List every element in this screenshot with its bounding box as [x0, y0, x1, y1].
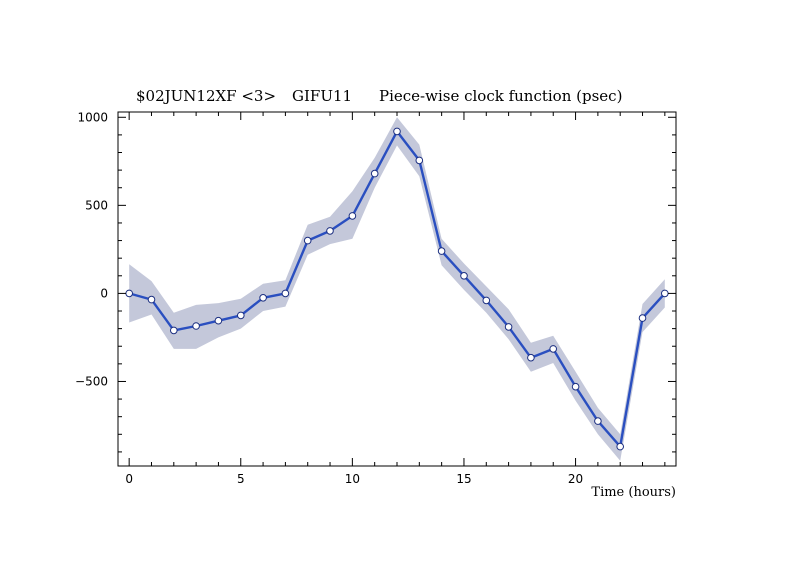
y-tick-label: 500: [85, 198, 108, 212]
x-tick-label: 5: [237, 472, 245, 486]
data-point: [527, 353, 535, 362]
series-line-layer: [128, 130, 666, 448]
data-point: [281, 289, 290, 298]
data-point: [348, 212, 357, 220]
data-point: [571, 382, 580, 391]
x-tick-label: 15: [456, 472, 471, 486]
y-tick-label: −500: [75, 374, 108, 388]
data-point: [549, 345, 558, 353]
data-point: [303, 236, 312, 245]
chart-title-station: GIFU11: [292, 87, 352, 105]
data-point: [415, 156, 424, 165]
data-point: [192, 322, 200, 330]
data-point: [370, 169, 379, 178]
data-point: [460, 272, 468, 280]
data-point: [482, 296, 491, 305]
series-line: [128, 130, 666, 448]
data-point: [259, 294, 267, 302]
data-point: [326, 227, 334, 235]
y-tick-label: 0: [100, 286, 108, 300]
x-tick-label: 20: [568, 472, 583, 486]
uncertainty-band: [129, 117, 665, 461]
data-point-layer: [125, 127, 669, 451]
data-point: [147, 295, 156, 304]
x-tick-label: 0: [125, 472, 133, 486]
data-point: [125, 289, 133, 298]
y-tick-label: 1000: [77, 110, 108, 124]
chart-title-source: $02JUN12XF <3>: [136, 87, 276, 105]
data-point: [170, 326, 178, 335]
data-point: [214, 316, 223, 325]
data-point: [237, 311, 245, 320]
data-point: [594, 417, 602, 425]
uncertainty-band-layer: [129, 117, 665, 461]
data-point: [638, 314, 647, 322]
data-point: [437, 247, 446, 255]
data-point: [504, 323, 513, 331]
chart-title-text: Piece-wise clock function (psec): [379, 87, 622, 105]
x-tick-label: 10: [345, 472, 360, 486]
data-point: [661, 289, 669, 298]
axis-ticks: 0 5 10 15 20 1000 500 0 −500: [75, 110, 676, 486]
chart-title: $02JUN12XF <3> GIFU11 Piece-wise clock f…: [136, 87, 622, 105]
x-axis-label: Time (hours): [591, 485, 676, 500]
data-point: [616, 442, 625, 451]
data-point: [393, 127, 401, 136]
